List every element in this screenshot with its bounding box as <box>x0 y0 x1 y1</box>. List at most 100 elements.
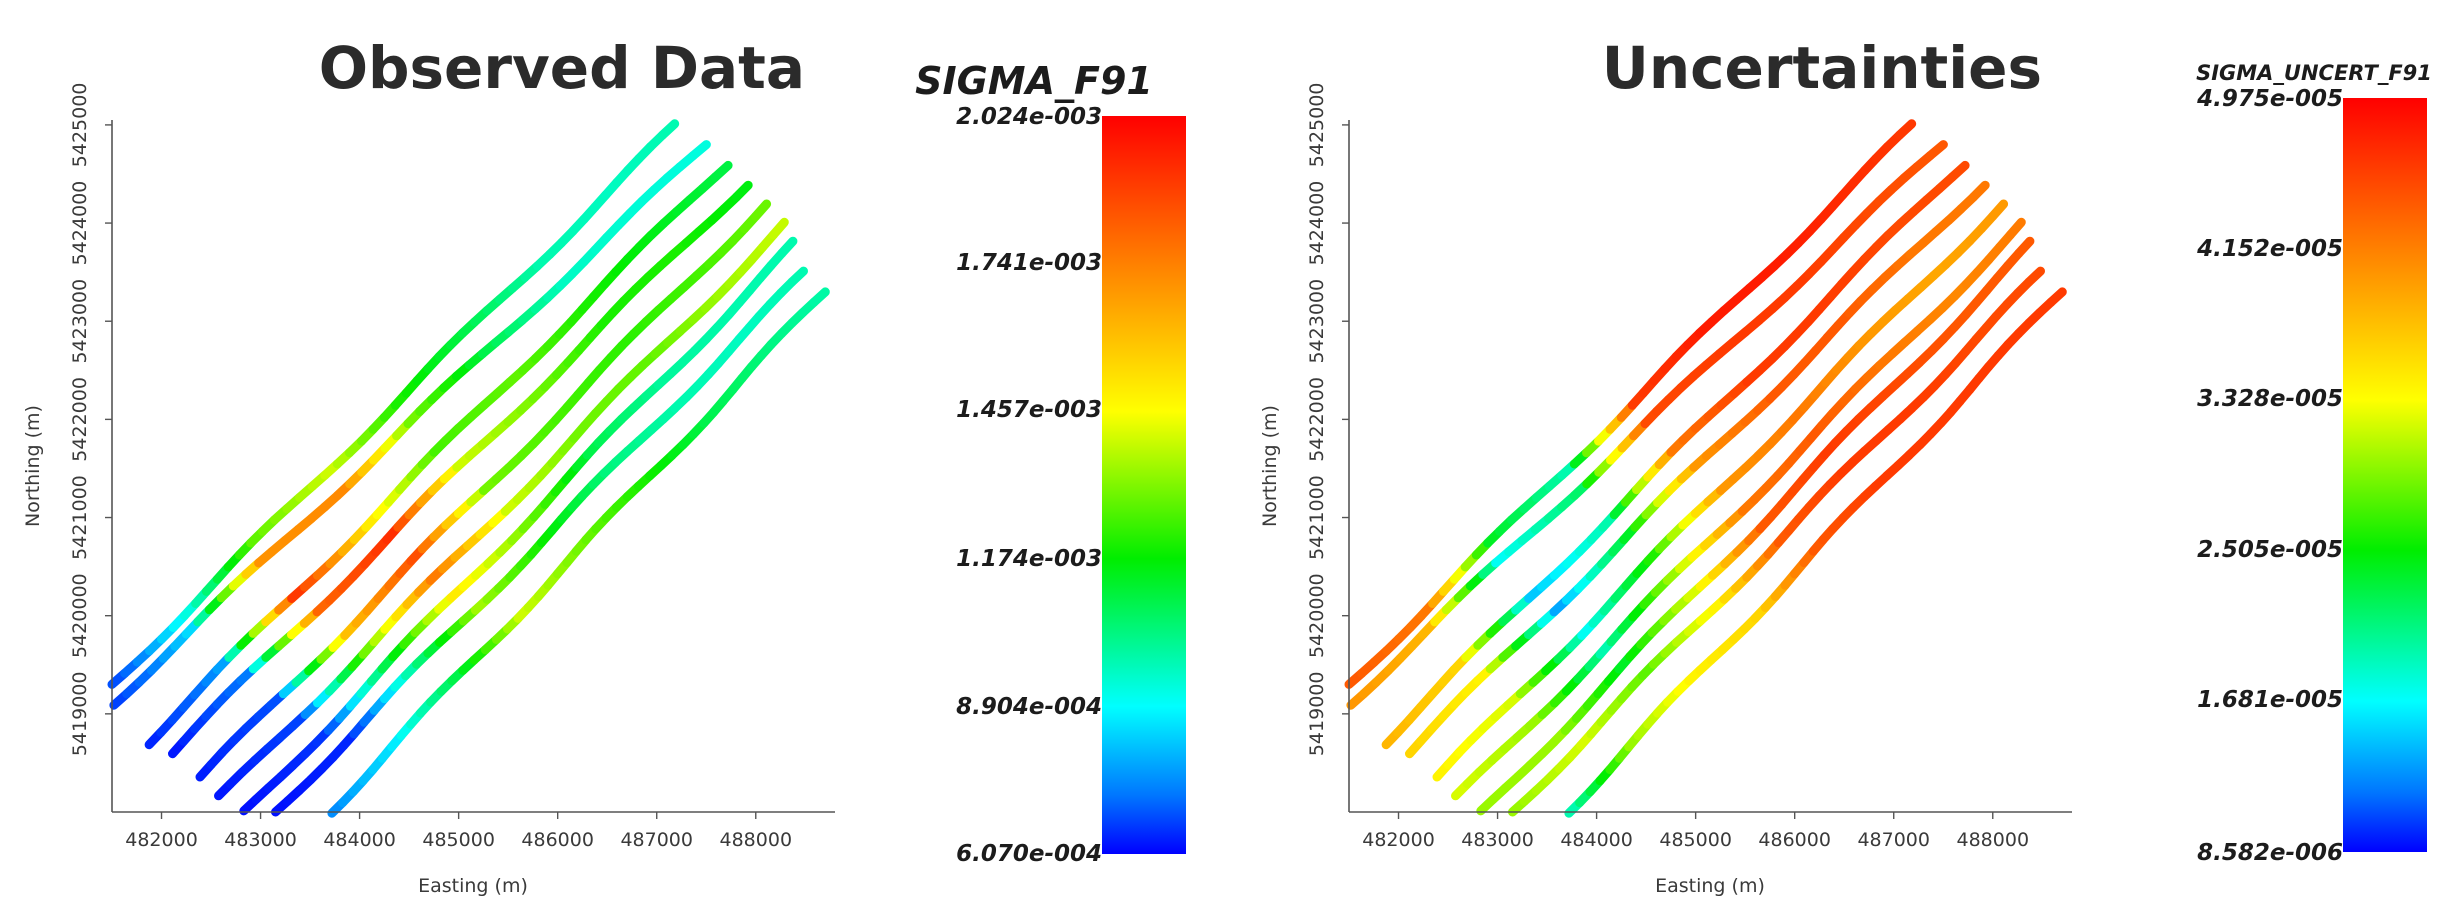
colorbar-label: 1.681e-005 <box>2197 687 2343 713</box>
x-tick-label: 485000 <box>422 829 495 851</box>
survey-line <box>1344 119 1917 689</box>
survey-line <box>1476 236 2035 816</box>
y-tick-label: 5420000 <box>69 573 91 658</box>
line-segment <box>1894 119 1917 140</box>
colorbar-labels: 4.975e-005 4.152e-005 3.328e-005 2.505e-… <box>2196 86 2343 866</box>
x-tick-label: 484000 <box>323 829 396 851</box>
colorbar-label: 4.975e-005 <box>2196 86 2343 112</box>
x-tick-label: 484000 <box>1560 829 1633 851</box>
y-tick-label: 5424000 <box>1306 181 1328 266</box>
y-tick-label: 5421000 <box>69 475 91 560</box>
x-tick-label: 485000 <box>1659 829 1732 851</box>
chart-title: Uncertainties <box>1602 34 2042 102</box>
survey-line <box>1564 287 2067 818</box>
survey-line <box>1432 199 2009 782</box>
line-segment <box>1947 160 1970 182</box>
survey-line <box>271 266 808 817</box>
y-ticks: 5419000 5420000 5421000 5422000 5423000 54240… <box>69 83 112 757</box>
line-segment <box>809 287 830 307</box>
survey-line <box>1451 217 2026 801</box>
x-ticks: 482000 483000 484000 485000 486000 487000 4880… <box>125 812 792 851</box>
survey-lines <box>1344 119 2067 818</box>
x-tick-label: 482000 <box>125 829 198 851</box>
line-segment <box>1968 180 1990 202</box>
y-tick-label: 5422000 <box>1306 377 1328 462</box>
line-segment <box>751 199 772 221</box>
x-tick-label: 482000 <box>1362 829 1435 851</box>
x-tick-label: 483000 <box>224 829 297 851</box>
line-segment <box>777 236 798 258</box>
survey-line <box>144 160 733 750</box>
x-tick-label: 488000 <box>1957 829 2030 851</box>
colorbar-label: 1.741e-003 <box>956 250 1102 276</box>
survey-line <box>239 236 798 816</box>
y-tick-label: 5419000 <box>1306 672 1328 757</box>
survey-line <box>107 119 680 689</box>
colorbar-label: 8.904e-004 <box>956 694 1102 720</box>
colorbar-label: 2.024e-003 <box>956 104 1102 130</box>
colorbar-label: 6.070e-004 <box>956 841 1102 867</box>
chart-title: Observed Data <box>319 34 805 102</box>
colorbar-label: 3.328e-005 <box>2197 386 2343 412</box>
plot-area: 482000 483000 484000 485000 486000 487000 4880… <box>1306 83 2072 851</box>
uncertainties-panel: Uncertainties 482000 483000 484000 485000 48… <box>1259 34 2072 897</box>
uncertainty-colorbar: SIGMA_UNCERT_F91 4.975e-005 4.152e-005 3… <box>2196 61 2432 866</box>
survey-line <box>195 199 772 782</box>
x-tick-label: 486000 <box>521 829 594 851</box>
y-tick-label: 5425000 <box>1306 83 1328 168</box>
line-segment <box>2014 236 2035 258</box>
survey-line <box>1405 180 1990 759</box>
survey-line <box>109 140 711 710</box>
observed-colorbar: SIGMA_F91 2.024e-003 1.741e-003 1.457e-0… <box>915 59 1186 867</box>
y-tick-label: 5424000 <box>69 181 91 266</box>
line-segment <box>1925 140 1948 161</box>
survey-lines <box>107 119 830 818</box>
survey-line <box>327 287 830 818</box>
observed-data-panel: Observed Data 482000 483000 484000 485000 48… <box>22 34 835 897</box>
y-ticks: 5419000 5420000 5421000 5422000 5423000 54240… <box>1306 83 1349 757</box>
y-tick-label: 5423000 <box>1306 279 1328 364</box>
line-segment <box>768 217 789 240</box>
line-segment <box>2005 217 2026 240</box>
colorbar-label: 1.457e-003 <box>956 397 1102 423</box>
survey-line <box>1381 160 1970 750</box>
x-tick-label: 487000 <box>1857 829 1930 851</box>
line-segment <box>2046 287 2067 307</box>
colorbar-gradient <box>2343 98 2427 852</box>
x-axis-label: Easting (m) <box>1655 875 1765 897</box>
line-segment <box>710 160 733 182</box>
line-segment <box>688 140 711 161</box>
x-axis-label: Easting (m) <box>418 875 528 897</box>
survey-line <box>214 217 789 801</box>
y-tick-label: 5419000 <box>69 672 91 757</box>
colorbar-label: 1.174e-003 <box>956 546 1102 572</box>
y-tick-label: 5423000 <box>69 279 91 364</box>
colorbar-title: SIGMA_UNCERT_F91 <box>2196 61 2432 85</box>
colorbar-label: 8.582e-006 <box>2197 840 2343 866</box>
y-tick-label: 5425000 <box>69 83 91 168</box>
x-tick-label: 486000 <box>1758 829 1831 851</box>
plot-area: 482000 483000 484000 485000 486000 487000 4880… <box>69 83 835 851</box>
colorbar-title: SIGMA_F91 <box>915 59 1153 103</box>
survey-line <box>1346 140 1948 710</box>
colorbar-gradient <box>1102 116 1186 854</box>
line-segment <box>787 266 808 287</box>
y-tick-label: 5421000 <box>1306 475 1328 560</box>
line-segment <box>731 180 753 202</box>
y-axis-label: Northing (m) <box>1259 405 1281 527</box>
y-tick-label: 5420000 <box>1306 573 1328 658</box>
x-tick-label: 487000 <box>620 829 693 851</box>
survey-line <box>1508 266 2045 817</box>
colorbar-labels: 2.024e-003 1.741e-003 1.457e-003 1.174e-… <box>956 104 1102 867</box>
line-segment <box>657 119 680 140</box>
survey-line <box>168 180 753 759</box>
colorbar-label: 4.152e-005 <box>2196 236 2343 262</box>
x-tick-label: 488000 <box>720 829 793 851</box>
colorbar-label: 2.505e-005 <box>2197 537 2343 563</box>
x-tick-label: 483000 <box>1461 829 1534 851</box>
x-ticks: 482000 483000 484000 485000 486000 487000 4880… <box>1362 812 2029 851</box>
y-axis-label: Northing (m) <box>22 405 44 527</box>
y-tick-label: 5422000 <box>69 377 91 462</box>
line-segment <box>1988 199 2009 221</box>
